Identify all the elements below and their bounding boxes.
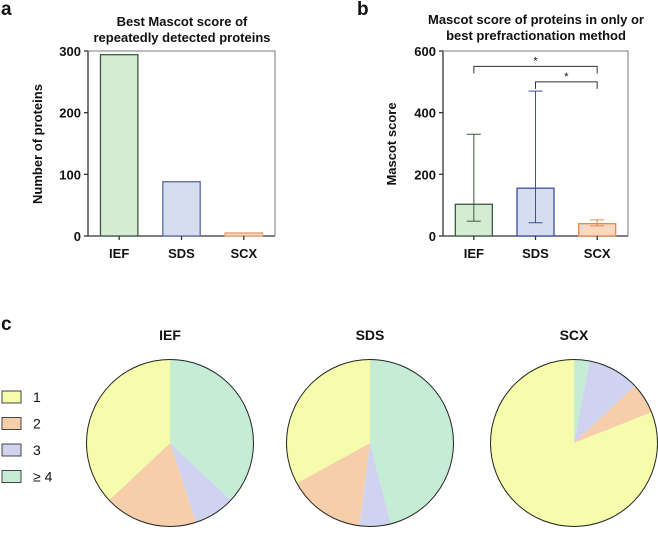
panel-label-c: c <box>1 314 12 335</box>
y-tick-label: 600 <box>414 44 436 59</box>
bar-scx <box>224 232 264 237</box>
chart-a-ylabel: Number of proteins <box>30 84 45 204</box>
pie-outline <box>286 359 454 527</box>
bar-chart-a: Best Mascot score of repeatedly detected… <box>30 14 276 261</box>
y-tick-label: 300 <box>59 44 81 59</box>
significance-bracket <box>535 81 598 89</box>
bar-ief <box>99 54 139 237</box>
legend-swatch-0 <box>1 390 22 404</box>
y-tick-label: 0 <box>429 229 436 244</box>
pie-slice-ief-1 <box>109 443 196 527</box>
pie-slice-sds-2 <box>359 443 391 527</box>
bar-sds <box>162 181 201 237</box>
chart-a-title-line1: Best Mascot score of <box>117 14 248 29</box>
pie-slice-scx-0 <box>490 359 658 527</box>
significance-bracket <box>473 65 598 74</box>
panel-label-b: b <box>357 0 369 20</box>
x-tick-label: IEF <box>464 246 484 261</box>
pie-slice-scx-3 <box>574 359 590 443</box>
pie-title-ief: IEF <box>159 327 181 343</box>
chart-b-title-line2: best prefractionation method <box>446 28 626 43</box>
y-tick-label: 100 <box>59 167 81 182</box>
y-tick-label: 200 <box>59 106 81 121</box>
pie-outline <box>86 359 254 527</box>
pie-slice-sds-3 <box>370 359 454 524</box>
pie-slice-ief-3 <box>170 359 254 501</box>
chart-b-title-line1: Mascot score of proteins in only or <box>428 12 644 27</box>
pie-title-sds: SDS <box>356 327 385 343</box>
pie-slice-sds-0 <box>286 359 370 484</box>
bar-chart-b: Mascot score of proteins in only or best… <box>384 12 644 261</box>
y-tick-label: 400 <box>414 106 436 121</box>
x-tick-label: SCX <box>230 246 257 261</box>
plot-frame <box>88 50 276 236</box>
chart-a-title-line2: repeatedly detected proteins <box>94 30 271 45</box>
x-tick-label: SDS <box>168 246 195 261</box>
x-tick-label: IEF <box>109 246 129 261</box>
chart-b-ylabel: Mascot score <box>384 102 399 185</box>
legend-label: ≥ 4 <box>33 469 53 485</box>
plot-frame <box>443 50 629 236</box>
legend-label: 3 <box>33 442 41 458</box>
x-tick-label: SDS <box>522 246 549 261</box>
pie-title-scx: SCX <box>560 327 589 343</box>
legend-swatch-3 <box>1 470 22 483</box>
x-tick-label: SCX <box>584 246 611 261</box>
panel-label-a: a <box>1 0 12 20</box>
pie-slice-scx-2 <box>574 360 635 443</box>
pie-charts-c: 1 2 3 ≥ 4 IEF SDS SCX <box>1 327 658 527</box>
legend-swatch-2 <box>1 443 22 457</box>
y-tick-label: 200 <box>414 167 436 182</box>
y-tick-label: 0 <box>74 229 81 244</box>
pie-slice-ief-2 <box>170 443 231 523</box>
pie-slice-scx-1 <box>574 385 652 443</box>
legend-swatch-1 <box>1 417 22 430</box>
legend-label: 1 <box>33 389 41 405</box>
pie-slice-sds-1 <box>296 443 370 526</box>
legend-label: 2 <box>33 416 41 432</box>
pie-slice-ief-0 <box>86 359 170 501</box>
significance-label: * <box>564 71 569 83</box>
significance-label: * <box>533 55 538 67</box>
